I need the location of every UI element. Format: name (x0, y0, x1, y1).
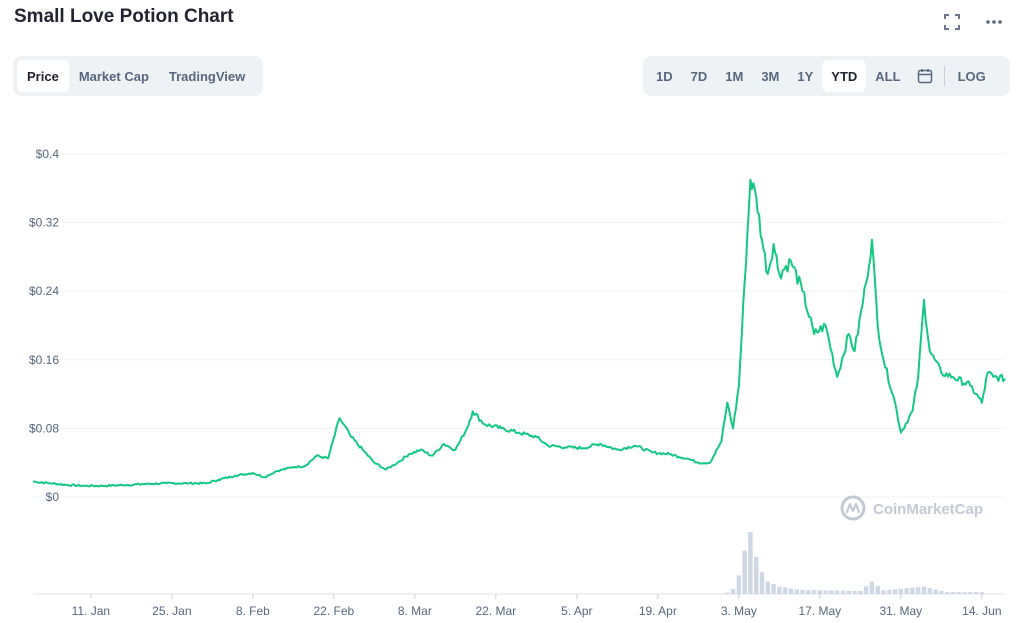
y-tick-label: $0.4 (36, 147, 60, 161)
volume-bar (858, 590, 863, 594)
volume-bar (927, 587, 932, 594)
log-scale-toggle[interactable]: LOG (957, 68, 986, 84)
x-tick-label: 8. Feb (236, 604, 270, 618)
volume-bar (806, 589, 811, 594)
volume-bar (939, 590, 944, 594)
x-tick-label: 11. Jan (72, 604, 110, 618)
volume-bar (782, 587, 788, 594)
more-dots-icon[interactable] (984, 12, 1004, 32)
volume-bar (887, 589, 892, 594)
chart-type-tabs: Price Market Cap TradingView (13, 56, 263, 96)
range-1y[interactable]: 1Y (797, 68, 814, 84)
volume-bar (863, 586, 869, 594)
x-tick-label: 17. May (799, 604, 842, 618)
y-axis: $0 $0.08 $0.16 $0.24 $0.32 $0.4 (29, 147, 59, 504)
watermark-text: CoinMarketCap (873, 501, 983, 518)
fullscreen-icon[interactable] (942, 12, 962, 32)
price-line (32, 178, 1006, 488)
time-range-selector: 1D 7D 1M 3M 1Y YTD ALL LOG (643, 56, 1010, 96)
y-tick-label: $0.24 (29, 284, 59, 298)
volume-bar (754, 556, 759, 594)
page-title: Small Love Potion Chart (14, 6, 234, 27)
volume-bar (748, 532, 753, 594)
grid-lines (33, 153, 1005, 595)
range-all[interactable]: ALL (875, 68, 901, 84)
range-divider (943, 66, 945, 86)
x-tick-label: 14. Jun (962, 604, 1001, 618)
x-tick-label: 31. May (880, 604, 923, 618)
volume-bar (840, 590, 846, 594)
y-tick-label: $0.16 (29, 353, 59, 367)
calendar-icon[interactable] (910, 60, 940, 92)
volume-bar (892, 589, 898, 594)
y-tick-label: $0.32 (29, 216, 59, 230)
y-tick-label: $0 (46, 490, 60, 504)
volume-bar (979, 592, 985, 594)
tab-price[interactable]: Price (17, 60, 69, 92)
volume-bar (904, 588, 909, 594)
volume-bar (730, 589, 736, 594)
range-3m[interactable]: 3M (761, 68, 780, 84)
volume-bar (823, 590, 828, 594)
volume-bar (973, 592, 979, 594)
volume-bar (777, 586, 782, 594)
x-tick-label: 25. Jan (152, 604, 191, 618)
volume-bar (771, 584, 776, 594)
range-1d[interactable]: 1D (656, 68, 673, 84)
volume-bar (852, 590, 857, 594)
volume-bar (869, 581, 875, 594)
volume-bar (817, 590, 823, 594)
x-axis: 11. Jan 25. Jan 8. Feb 22. Feb 8. Mar 22. Mar… (72, 594, 1002, 618)
volume-bar (736, 575, 742, 594)
volume-bar (742, 550, 747, 594)
range-1m[interactable]: 1M (725, 68, 744, 84)
chart-toolbar (942, 12, 1004, 32)
range-ytd[interactable]: YTD (822, 60, 867, 92)
volume-bar (968, 592, 973, 594)
volume-bar (811, 590, 817, 594)
volume-bar (898, 588, 904, 594)
volume-bar (875, 585, 880, 594)
x-tick-label: 19. Apr (639, 604, 677, 618)
volume-bar (759, 572, 765, 594)
volume-bar (800, 589, 805, 594)
x-tick-label: 3. May (721, 604, 757, 618)
volume-bars (725, 532, 985, 594)
volume-bar (950, 592, 956, 594)
x-tick-label: 5. Apr (561, 604, 592, 618)
volume-bar (788, 588, 794, 594)
volume-bar (881, 590, 886, 594)
coinmarketcap-logo-icon (840, 495, 866, 521)
volume-bar (846, 590, 851, 594)
volume-bar (956, 592, 961, 594)
volume-bar (765, 581, 770, 594)
volume-bar (962, 592, 967, 594)
volume-bar (910, 587, 915, 594)
volume-bar (794, 589, 799, 594)
volume-bar (835, 590, 840, 594)
volume-bar (944, 592, 950, 594)
tab-market-cap[interactable]: Market Cap (78, 68, 149, 84)
y-tick-label: $0.08 (29, 421, 59, 435)
range-7d[interactable]: 7D (690, 68, 708, 84)
volume-bar (916, 587, 921, 594)
x-tick-label: 22. Mar (476, 604, 517, 618)
x-tick-label: 8. Mar (398, 604, 432, 618)
tab-tradingview[interactable]: TradingView (168, 68, 246, 84)
price-line-series (32, 178, 1006, 488)
volume-bar (725, 592, 730, 594)
volume-bar (933, 589, 938, 594)
volume-bar (921, 586, 927, 594)
watermark: CoinMarketCap (840, 495, 983, 521)
volume-bar (829, 590, 834, 594)
x-tick-label: 22. Feb (314, 604, 355, 618)
